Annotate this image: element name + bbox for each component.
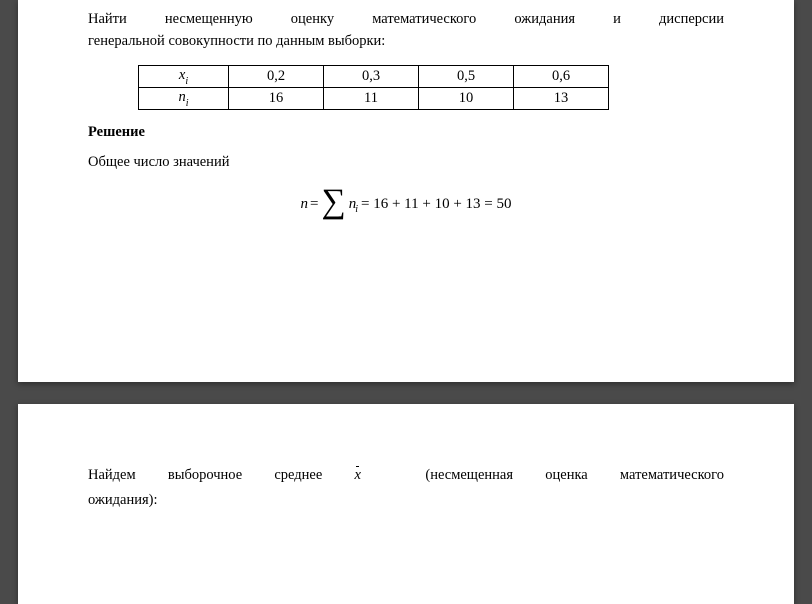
sum-sub: i bbox=[355, 204, 358, 215]
page-1: Найти несмещенную оценку математического… bbox=[18, 0, 794, 382]
table-row: ni 16 11 10 13 bbox=[139, 88, 609, 110]
cell-xi-1: 0,3 bbox=[324, 66, 419, 88]
p2-text-a: Найдем выборочное среднее bbox=[88, 467, 355, 483]
cell-ni-3: 13 bbox=[514, 88, 609, 110]
cell-xi-2: 0,5 bbox=[419, 66, 514, 88]
data-table: xi 0,2 0,3 0,5 0,6 ni 16 11 10 13 bbox=[138, 65, 609, 110]
problem-line-2: генеральной совокупности по данным выбор… bbox=[88, 32, 724, 52]
sigma-icon: ∑ bbox=[321, 188, 345, 215]
solution-heading: Решение bbox=[88, 124, 724, 141]
problem-line-1: Найти несмещенную оценку математического… bbox=[88, 10, 724, 30]
formula-lhs: n bbox=[301, 196, 309, 213]
xbar-symbol: x bbox=[355, 464, 361, 487]
table-row: xi 0,2 0,3 0,5 0,6 bbox=[139, 66, 609, 88]
formula-rhs: = 16 + 11 + 10 + 13 = 50 bbox=[361, 196, 512, 213]
cell-ni-1: 11 bbox=[324, 88, 419, 110]
total-count-label: Общее число значений bbox=[88, 153, 724, 173]
ni-subscript: i bbox=[186, 98, 189, 109]
cell-xi-0: 0,2 bbox=[229, 66, 324, 88]
page-2: Найдем выборочное среднее x (несмещенная… bbox=[18, 404, 794, 604]
data-table-wrap: xi 0,2 0,3 0,5 0,6 ni 16 11 10 13 bbox=[138, 65, 724, 110]
formula-sum-term: ni bbox=[349, 196, 359, 213]
page2-line-2: ожидания): bbox=[88, 489, 724, 512]
page2-line-1: Найдем выборочное среднее x (несмещенная… bbox=[88, 464, 724, 487]
cell-ni-2: 10 bbox=[419, 88, 514, 110]
row-label-ni: ni bbox=[139, 88, 229, 110]
row-label-xi: xi bbox=[139, 66, 229, 88]
formula-n: n = ∑ ni = 16 + 11 + 10 + 13 = 50 bbox=[88, 190, 724, 217]
cell-xi-3: 0,6 bbox=[514, 66, 609, 88]
ni-symbol: n bbox=[178, 89, 185, 105]
p2-text-b: (несмещенная оценка математического bbox=[425, 467, 724, 483]
formula-eq1: = bbox=[310, 196, 318, 213]
xi-subscript: i bbox=[185, 76, 188, 87]
page-gap bbox=[0, 382, 812, 404]
cell-ni-0: 16 bbox=[229, 88, 324, 110]
